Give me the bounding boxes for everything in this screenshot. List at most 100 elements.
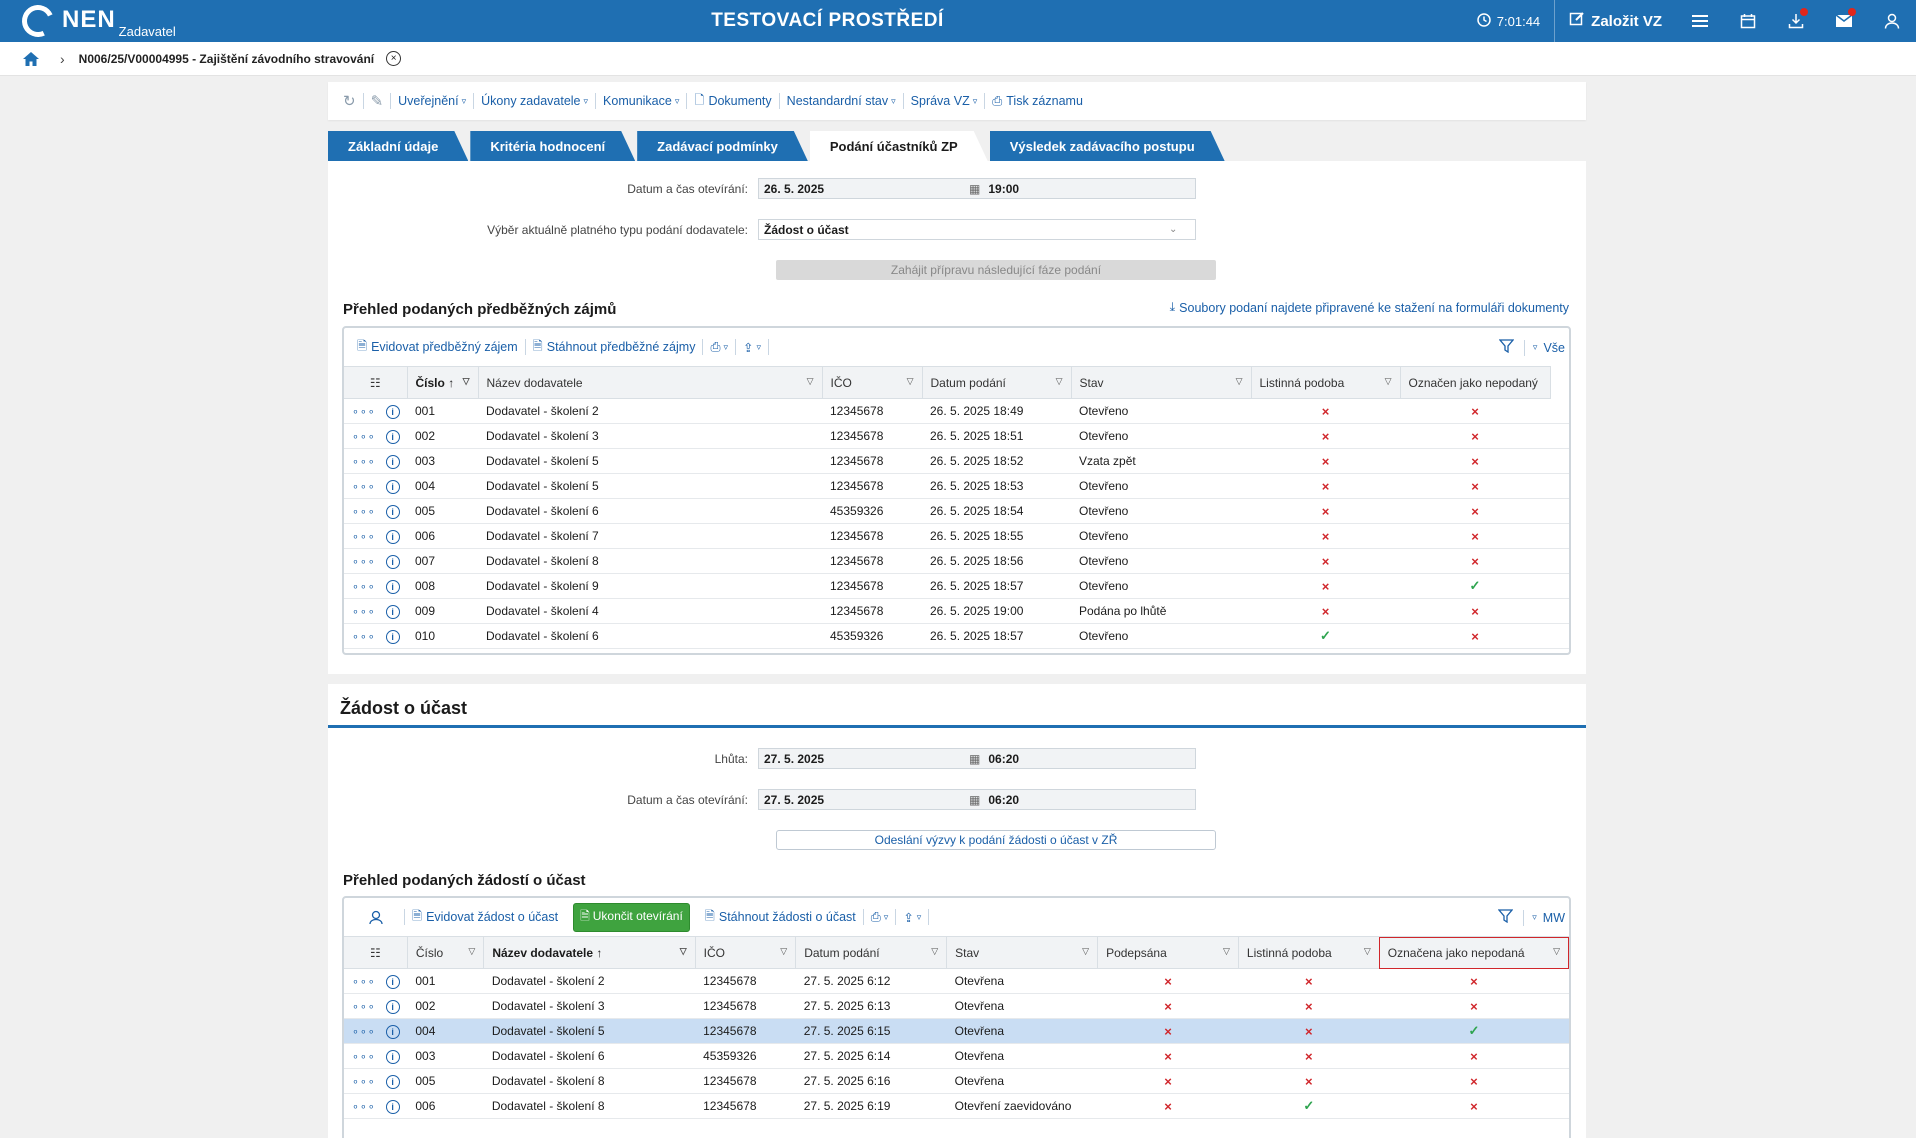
- table-row[interactable]: ∘∘∘ i 009 Dodavatel - školení 4 12345678 26. …: [344, 598, 1569, 624]
- table-row[interactable]: ∘∘∘ i 003 Dodavatel - školení 5 12345678 26. …: [344, 448, 1569, 474]
- chevron-down-icon[interactable]: ▽: [1235, 376, 1243, 386]
- toolbar-print[interactable]: ⎙ Tisk záznamu: [992, 93, 1083, 109]
- table-row[interactable]: ∘∘∘ i 007 Dodavatel - školení 8 12345678 26. …: [344, 548, 1569, 574]
- calendar-icon[interactable]: ▦: [969, 181, 981, 196]
- info-icon[interactable]: i: [385, 454, 400, 469]
- more-icon[interactable]: ∘∘∘: [352, 1050, 376, 1063]
- chevron-down-icon[interactable]: ▽: [1363, 946, 1371, 956]
- messages-button[interactable]: [1820, 0, 1868, 42]
- column-header-state[interactable]: Stav ▽: [946, 936, 1099, 969]
- print-button[interactable]: ⎙ ▿: [703, 339, 736, 355]
- chevron-down-icon[interactable]: ▽: [931, 946, 939, 956]
- more-icon[interactable]: ∘∘∘: [352, 430, 376, 443]
- info-icon[interactable]: i: [385, 504, 400, 519]
- table-row[interactable]: ∘∘∘ i 001 Dodavatel - školení 2 12345678 26. …: [344, 398, 1569, 424]
- create-vz-button[interactable]: Založit VZ: [1554, 0, 1676, 42]
- info-icon[interactable]: i: [385, 479, 400, 494]
- more-icon[interactable]: ∘∘∘: [352, 605, 376, 618]
- info-icon[interactable]: i: [385, 629, 400, 644]
- column-header-date[interactable]: Datum podání ▽: [795, 936, 948, 969]
- table-row[interactable]: ∘∘∘ i 005 Dodavatel - školení 8 12345678 27. …: [344, 1068, 1569, 1094]
- end-opening-button[interactable]: 🗎 Ukončit otevírání: [573, 902, 690, 932]
- table-row[interactable]: ∘∘∘ i 002 Dodavatel - školení 3 12345678 27. …: [344, 993, 1569, 1019]
- table-row[interactable]: ∘∘∘ i 010 Dodavatel - školení 6 45359326 26. …: [344, 623, 1569, 649]
- column-header-number[interactable]: Číslo ↑ ▽: [407, 366, 479, 399]
- chevron-down-icon[interactable]: ▽: [806, 376, 814, 386]
- deadline-field[interactable]: 27. 5. 2025 ▦ 06:20: [758, 748, 1196, 769]
- calendar-button[interactable]: [1724, 0, 1772, 42]
- chevron-down-icon[interactable]: ▽: [462, 376, 470, 386]
- column-header-paper-form[interactable]: Listinná podoba ▽: [1238, 936, 1380, 969]
- table-row[interactable]: ∘∘∘ i 008 Dodavatel - školení 9 12345678 26. …: [344, 573, 1569, 599]
- home-icon[interactable]: [22, 51, 40, 67]
- chevron-down-icon[interactable]: ▽: [780, 946, 788, 956]
- start-next-phase-button[interactable]: Zahájit přípravu následující fáze podání: [776, 260, 1216, 280]
- info-icon[interactable]: i: [385, 1024, 400, 1039]
- filter-preset-select[interactable]: Vše: [1543, 340, 1565, 355]
- column-header-signed[interactable]: Podepsána ▽: [1097, 936, 1239, 969]
- info-icon[interactable]: i: [385, 429, 400, 444]
- more-icon[interactable]: ∘∘∘: [352, 455, 376, 468]
- toolbar-publish[interactable]: Uveřejnění ▿: [391, 93, 475, 109]
- column-header-ico[interactable]: IČO ▽: [822, 366, 923, 399]
- column-header-date[interactable]: Datum podání ▽: [922, 366, 1072, 399]
- tab-participant-submissions[interactable]: Podání účastníků ZP: [810, 131, 988, 161]
- tab-procedure-result[interactable]: Výsledek zadávacího postupu: [990, 131, 1225, 161]
- chevron-down-icon[interactable]: ▽: [1223, 946, 1230, 956]
- more-icon[interactable]: ∘∘∘: [352, 555, 376, 568]
- send-invitation-button[interactable]: Odeslání výzvy k podání žádosti o účast …: [776, 830, 1216, 850]
- column-settings[interactable]: ☷: [344, 366, 408, 399]
- tab-basic-data[interactable]: Základní údaje: [328, 131, 468, 161]
- chevron-down-icon[interactable]: ▽: [679, 946, 687, 956]
- info-icon[interactable]: i: [385, 999, 400, 1014]
- info-icon[interactable]: i: [385, 579, 400, 594]
- column-header-number[interactable]: Číslo ▽: [407, 936, 485, 969]
- toolbar-nonstandard-state[interactable]: Nestandardní stav ▿: [780, 93, 904, 109]
- more-icon[interactable]: ∘∘∘: [352, 530, 376, 543]
- toolbar-documents[interactable]: 🗋 Dokumenty: [687, 93, 780, 109]
- export-button[interactable]: ⇪ ▿: [736, 339, 770, 355]
- column-settings[interactable]: ☷: [344, 936, 408, 969]
- more-icon[interactable]: ∘∘∘: [352, 975, 376, 988]
- submission-type-select[interactable]: Žádost o účast ⌄: [758, 219, 1196, 240]
- info-icon[interactable]: i: [385, 529, 400, 544]
- more-icon[interactable]: ∘∘∘: [352, 1000, 376, 1013]
- tab-evaluation-criteria[interactable]: Kritéria hodnocení: [470, 131, 635, 161]
- print-button[interactable]: ⎙ ▿: [864, 909, 897, 925]
- more-icon[interactable]: ∘∘∘: [352, 1075, 376, 1088]
- more-icon[interactable]: ∘∘∘: [352, 630, 376, 643]
- table-row[interactable]: ∘∘∘ i 006 Dodavatel - školení 7 12345678 26. …: [344, 523, 1569, 549]
- more-icon[interactable]: ∘∘∘: [352, 1100, 376, 1113]
- filter-icon[interactable]: [1497, 909, 1514, 926]
- toolbar-communication[interactable]: Komunikace ▿: [596, 93, 688, 109]
- user-button[interactable]: [1868, 0, 1916, 42]
- more-icon[interactable]: ∘∘∘: [352, 480, 376, 493]
- info-icon[interactable]: i: [385, 554, 400, 569]
- info-icon[interactable]: i: [385, 1099, 400, 1114]
- downloads-button[interactable]: [1772, 0, 1820, 42]
- more-icon[interactable]: ∘∘∘: [352, 405, 376, 418]
- opening2-field[interactable]: 27. 5. 2025 ▦ 06:20: [758, 789, 1196, 810]
- column-header-ico[interactable]: IČO ▽: [695, 936, 797, 969]
- chevron-down-icon[interactable]: ▽: [1553, 946, 1560, 956]
- table-row[interactable]: ∘∘∘ i 006 Dodavatel - školení 8 12345678 27. …: [344, 1093, 1569, 1119]
- table-row[interactable]: ∘∘∘ i 004 Dodavatel - školení 5 12345678 27. …: [344, 1018, 1569, 1044]
- toolbar-vz-management[interactable]: Správa VZ ▿: [904, 93, 986, 109]
- table-row[interactable]: ∘∘∘ i 002 Dodavatel - školení 3 12345678 26. …: [344, 423, 1569, 449]
- chevron-down-icon[interactable]: ▽: [1082, 946, 1090, 956]
- table-row[interactable]: ∘∘∘ i 005 Dodavatel - školení 6 45359326 26. …: [344, 498, 1569, 524]
- export-button[interactable]: ⇪ ▿: [896, 909, 930, 925]
- info-icon[interactable]: i: [385, 1074, 400, 1089]
- table-row[interactable]: ∘∘∘ i 004 Dodavatel - školení 5 12345678 26. …: [344, 473, 1569, 499]
- register-request-button[interactable]: 🗎 Evidovat žádost o účast: [405, 909, 565, 925]
- info-icon[interactable]: i: [385, 404, 400, 419]
- chevron-down-icon[interactable]: ▽: [1384, 376, 1392, 386]
- column-header-marked-unsubmitted[interactable]: Označen jako nepodaný: [1400, 366, 1551, 399]
- group-icon[interactable]: [350, 909, 405, 925]
- table-row[interactable]: ∘∘∘ i 003 Dodavatel - školení 6 45359326 27. …: [344, 1043, 1569, 1069]
- column-header-supplier[interactable]: Název dodavatele ▽: [478, 366, 823, 399]
- table-row[interactable]: ∘∘∘ i 001 Dodavatel - školení 2 12345678 27. …: [344, 968, 1569, 994]
- more-icon[interactable]: ∘∘∘: [352, 505, 376, 518]
- column-header-marked-unsubmitted[interactable]: Označena jako nepodaná ▽: [1379, 936, 1570, 969]
- chevron-down-icon[interactable]: ▽: [906, 376, 914, 386]
